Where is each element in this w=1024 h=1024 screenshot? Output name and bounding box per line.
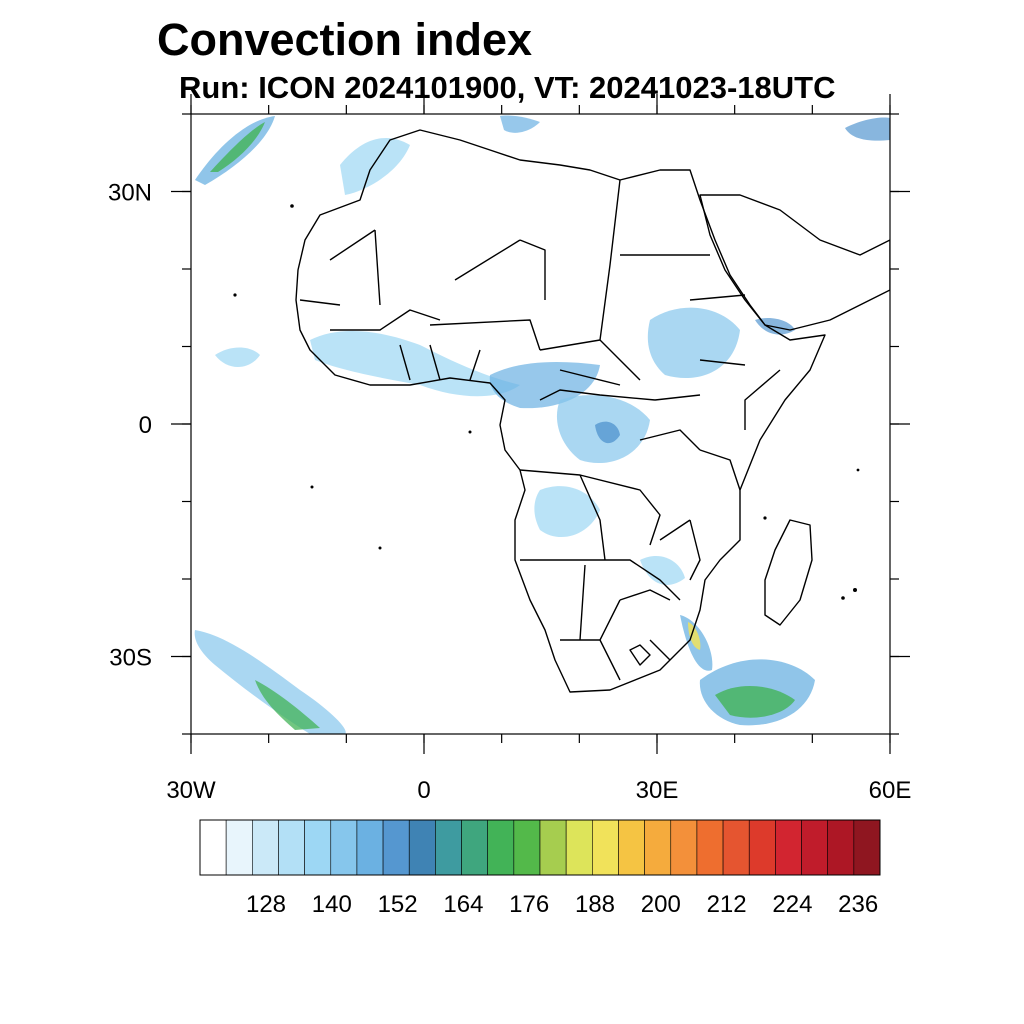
- colorbar-label: 164: [443, 891, 483, 918]
- colorbar-swatch: [748, 819, 776, 876]
- colorbar-swatch: [356, 819, 384, 876]
- y-tick-label: 0: [139, 412, 152, 439]
- comoros: [763, 516, 767, 520]
- colorbar-swatch: [225, 819, 253, 876]
- convection-cell-angola: [534, 486, 600, 538]
- y-tick-label: 30N: [108, 180, 152, 207]
- convection-cell-east-med: [845, 117, 890, 141]
- convection-cell-natal-core: [688, 622, 701, 650]
- colorbar-swatch: [461, 819, 488, 876]
- arabia-coastline: [699, 194, 890, 331]
- convection-shading: [194, 115, 890, 734]
- y-tick-label: 30S: [109, 645, 152, 672]
- colorbar-swatch: [252, 819, 279, 876]
- colorbar-swatch: [330, 819, 358, 876]
- colorbar-swatch: [670, 819, 698, 876]
- chart-subtitle: Run: ICON 2024101900, VT: 20241023-18UTC: [179, 70, 836, 105]
- x-tick-label: 60E: [869, 777, 912, 804]
- colorbar-label: 188: [575, 891, 615, 918]
- cape-verde-islands: [233, 293, 237, 297]
- border-line-2: [519, 394, 741, 641]
- colorbar-swatch: [853, 819, 881, 876]
- colorbar-label: 176: [509, 891, 549, 918]
- colorbar-swatch: [618, 819, 645, 876]
- convection-cell-south-atlantic-core: [255, 680, 320, 730]
- map-layer: [194, 115, 890, 734]
- colorbar-swatch: [513, 819, 541, 876]
- convection-cell-zambia: [640, 556, 685, 585]
- colorbar-labels: 128 140 152 164 176 188 200 212 224 236: [246, 891, 878, 918]
- colorbar-swatch: [199, 819, 227, 876]
- border-line-1: [374, 179, 710, 386]
- convection-cell-congo-core: [595, 421, 620, 444]
- border-line-3: [299, 229, 781, 430]
- colorbar-swatch: [408, 819, 436, 876]
- colorbar-swatch: [304, 819, 332, 876]
- x-tick-label: 30E: [636, 777, 679, 804]
- axis-tick-labels: 30W 0 30E 60E 30N 0 30S: [108, 180, 911, 805]
- colorbar-swatch: [592, 819, 619, 876]
- st-helena: [378, 546, 382, 550]
- colorbar-label: 140: [312, 891, 352, 918]
- plot-frame: [190, 113, 891, 735]
- sao-tome: [468, 430, 472, 434]
- border-line-4: [560, 519, 701, 681]
- colorbar-label: 236: [838, 891, 878, 918]
- colorbar-frame: [199, 819, 881, 876]
- ascension: [310, 485, 314, 489]
- colorbar-swatch: [435, 819, 462, 876]
- colorbar: [199, 819, 881, 876]
- colorbar-swatch: [801, 819, 828, 876]
- convection-cell-west-africa: [310, 330, 520, 397]
- canary-islands: [290, 204, 294, 208]
- colorbar-swatch: [539, 819, 567, 876]
- convection-cell-tunisia: [500, 115, 540, 133]
- axis-ticks: [171, 94, 910, 754]
- chart-title: Convection index: [157, 14, 533, 65]
- colorbar-label: 212: [707, 891, 747, 918]
- colorbar-swatch: [827, 819, 855, 876]
- colorbar-swatch: [565, 819, 593, 876]
- country-borders: [295, 129, 890, 693]
- colorbar-swatch: [487, 819, 515, 876]
- convection-cell-southwest-indian-core: [715, 685, 795, 718]
- convection-cell-north-atlantic-core: [210, 122, 265, 172]
- colorbar-swatch: [775, 819, 802, 876]
- x-tick-label: 0: [417, 777, 430, 804]
- convection-cell-maghreb: [340, 137, 410, 195]
- colorbar-swatch: [696, 819, 724, 876]
- islands: [233, 204, 860, 600]
- colorbar-label: 128: [246, 891, 286, 918]
- africa-coastline: [295, 129, 826, 693]
- convection-cell-atlantic-west: [215, 347, 260, 368]
- colorbar-swatch: [278, 819, 305, 876]
- reunion: [841, 596, 845, 600]
- colorbar-swatch: [644, 819, 672, 876]
- madagascar-coastline: [764, 519, 813, 626]
- colorbar-label: 152: [378, 891, 418, 918]
- colorbar-label: 224: [772, 891, 812, 918]
- mauritius: [853, 588, 857, 592]
- colorbar-swatch: [722, 819, 750, 876]
- colorbar-label: 200: [641, 891, 681, 918]
- convection-cell-ethiopia: [647, 307, 740, 378]
- colorbar-swatch: [382, 819, 410, 876]
- convection-cell-south-atlantic: [194, 630, 346, 734]
- x-tick-label: 30W: [166, 777, 216, 804]
- seychelles: [856, 468, 860, 472]
